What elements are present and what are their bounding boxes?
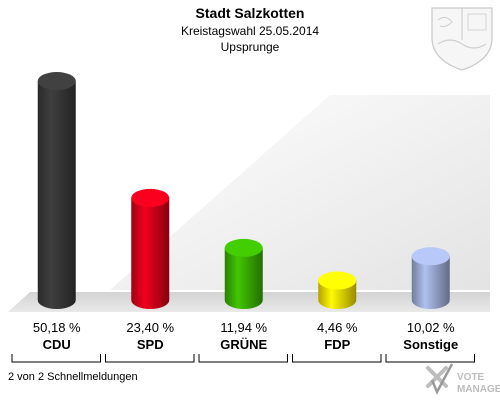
- bracket-fdp: [292, 354, 382, 363]
- chart-region: Upsprunge: [221, 40, 280, 54]
- category-label-fdp: FDP: [324, 337, 350, 352]
- category-label-gruene: GRÜNE: [220, 337, 267, 352]
- bar-gruene: [224, 238, 263, 309]
- bar-body-sonstige: [411, 256, 450, 309]
- coat-of-arms-icon: [431, 7, 493, 71]
- value-label-cdu: 50,18 %: [33, 320, 81, 335]
- value-label-fdp: 4,46 %: [317, 320, 358, 335]
- bar-top-spd: [131, 188, 170, 207]
- category-label-sonstige: Sonstige: [403, 337, 458, 352]
- category-label-cdu: CDU: [43, 337, 71, 352]
- chart-backdrop-wall: [110, 95, 490, 290]
- value-label-spd: 23,40 %: [126, 320, 174, 335]
- bracket-spd: [105, 354, 195, 363]
- status-text: 2 von 2 Schnellmeldungen: [8, 371, 138, 383]
- bar-top-sonstige: [411, 247, 450, 266]
- bracket-cdu: [11, 354, 101, 363]
- bars-group: [37, 72, 450, 309]
- bar-cdu: [37, 72, 76, 309]
- vote-manager-logo: VOTE MANAGER: [426, 363, 500, 395]
- category-label-spd: SPD: [137, 337, 164, 352]
- bar-top-cdu: [37, 72, 76, 91]
- bracket-sonstige: [385, 354, 475, 363]
- bar-top-gruene: [224, 238, 263, 257]
- bar-top-fdp: [318, 271, 357, 290]
- brand-line-1: VOTE: [457, 372, 485, 383]
- bar-sonstige: [411, 247, 450, 309]
- bracket-gruene: [198, 354, 288, 363]
- bar-fdp: [318, 271, 357, 309]
- bar-spd: [131, 188, 170, 309]
- bar-body-gruene: [224, 247, 263, 309]
- brand-line-2: MANAGER: [457, 384, 500, 395]
- chart-title: Stadt Salzkotten: [196, 5, 305, 21]
- value-label-sonstige: 10,02 %: [407, 320, 455, 335]
- value-label-gruene: 11,94 %: [220, 320, 267, 335]
- chart-subtitle: Kreistagswahl 25.05.2014: [181, 24, 319, 38]
- bar-body-cdu: [37, 81, 76, 309]
- bar-body-spd: [131, 197, 170, 309]
- category-brackets: [11, 354, 475, 363]
